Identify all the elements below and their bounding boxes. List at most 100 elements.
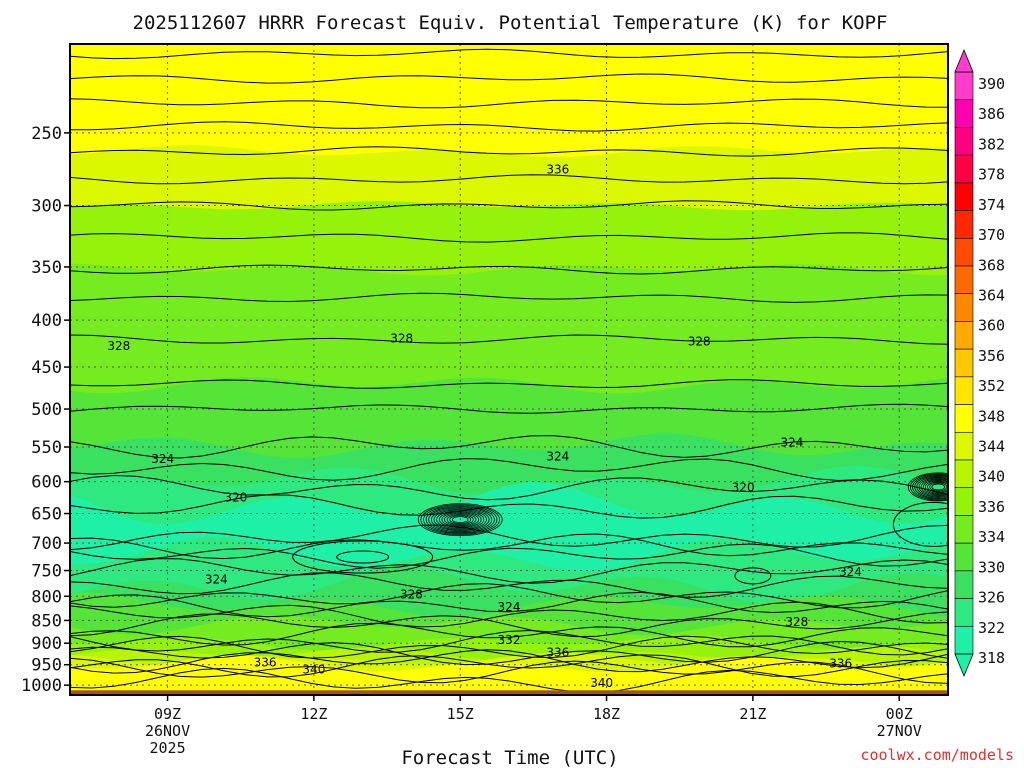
colorbar-bottom-arrow: [954, 653, 974, 678]
dense-contour-blob-00z-ring-6: [918, 477, 948, 497]
dense-contour-blob-00z-ring-3: [912, 474, 948, 500]
colorbar-label-364: 364: [978, 286, 1005, 304]
contour-label-336: 336: [546, 645, 569, 659]
contour-label-336: 336: [546, 162, 569, 176]
contour-line-21: [70, 558, 948, 584]
contour-label-324: 324: [498, 600, 521, 614]
contour-line-10: [70, 292, 948, 303]
colorbar-label-390: 390: [978, 75, 1005, 93]
contour-label-324: 324: [839, 565, 862, 579]
terrain-below-surface: [70, 690, 948, 695]
contour-line-16: [70, 474, 948, 501]
colorbar-label-322: 322: [978, 619, 1005, 637]
colorbar-swatch-6: [954, 210, 974, 239]
dense-contour-blob-15z-ring-11: [444, 513, 477, 527]
closed-contour-13z-inner: [336, 550, 390, 564]
colorbar-top-arrow: [954, 48, 974, 73]
contour-line-20: [70, 543, 948, 569]
contour-line-28: [70, 629, 948, 656]
contour-line-1: [70, 48, 948, 60]
colorbar-label-340: 340: [978, 468, 1005, 486]
y-tick-label-600: 600: [31, 473, 62, 493]
colorbar: 390 386 382 378 374 370 368 364 360 356 352 348 344 3…: [954, 48, 1005, 678]
dense-contour-blob-00z-ring-4: [914, 475, 948, 499]
filled-contour-bands: [70, 44, 948, 695]
x-tick-label-18Z: 18Z: [593, 705, 620, 723]
dense-contour-blob-15z-ring-2: [420, 504, 500, 536]
dense-contour-blob-00z-ring-10: [927, 481, 948, 493]
colorbar-swatch-3: [954, 127, 974, 156]
colorbar-label-356: 356: [978, 347, 1005, 365]
x-tick-label-21Z: 21Z: [739, 705, 766, 723]
y-tick-label-1000: 1000: [21, 676, 62, 696]
x-tick-label-27NOV: 27NOV: [877, 722, 922, 740]
closed-contour-13z: [292, 540, 434, 574]
colorbar-swatch-10: [954, 321, 974, 350]
contour-label-320: 320: [732, 481, 755, 495]
contour-line-12: [70, 379, 948, 389]
dense-contour-blob-00z-ring-1: [907, 472, 948, 502]
dense-contour-blob-15z-ring-7: [433, 509, 487, 531]
contour-line-5: [70, 146, 948, 157]
credit-text: coolwx.com/models: [860, 746, 1014, 764]
colorbar-label-378: 378: [978, 166, 1005, 184]
contour-line-4: [70, 121, 948, 132]
colorbar-swatch-17: [954, 515, 974, 544]
y-tick-label-350: 350: [31, 258, 62, 278]
dense-contour-blob-15z-ring-1: [417, 503, 503, 537]
dense-contour-blob-15z-ring-12: [446, 514, 474, 526]
contour-line-2: [70, 73, 948, 84]
y-tick-label-550: 550: [31, 438, 62, 458]
y-tick-label-650: 650: [31, 505, 62, 525]
contour-line-33: [70, 657, 948, 684]
colorbar-label-330: 330: [978, 558, 1005, 576]
plot-frame: [69, 43, 949, 696]
chart-title: 2025112607 HRRR Forecast Equiv. Potentia…: [133, 12, 888, 34]
colorbar-swatch-9: [954, 293, 974, 322]
contour-label-340: 340: [302, 663, 325, 677]
colorbar-label-352: 352: [978, 377, 1005, 395]
dense-contour-blob-15z-ring-9: [438, 511, 482, 529]
colorbar-label-382: 382: [978, 135, 1005, 153]
x-tick-label-09Z: 09Z: [154, 705, 181, 723]
contour-line-19: [70, 533, 948, 560]
colorbar-swatch-7: [954, 237, 974, 267]
closed-contour-00z: [892, 501, 948, 547]
contour-label-324: 324: [205, 572, 228, 586]
contour-line-17: [70, 494, 948, 519]
contour-line-9: [70, 264, 948, 275]
contour-label-328: 328: [390, 332, 413, 346]
dense-contour-blob-00z-ring-7: [920, 478, 948, 496]
contour-label-336: 336: [254, 656, 277, 670]
contour-label-320: 320: [224, 490, 247, 504]
colorbar-swatch-12: [954, 376, 974, 405]
dense-contour-blob-15z-ring-6: [430, 508, 490, 532]
contour-label-328: 328: [107, 339, 130, 353]
colorbar-swatch-18: [954, 542, 974, 572]
colorbar-label-368: 368: [978, 256, 1005, 274]
contour-line-14: [70, 435, 948, 459]
contour-labels: 336 328 328 328 324 324 324 320 320 324 324 328 328 3…: [107, 162, 862, 690]
dense-contour-blob-15z-ring-4: [425, 506, 495, 534]
contour-label-328: 328: [400, 587, 423, 601]
x-tick-label-15Z: 15Z: [447, 705, 474, 723]
contour-line-7: [70, 200, 948, 211]
colorbar-label-318: 318: [978, 649, 1005, 667]
colorbar-swatch-20: [954, 598, 974, 627]
colorbar-label-370: 370: [978, 226, 1005, 244]
y-tick-label-800: 800: [31, 587, 62, 607]
y-tick-label-250: 250: [31, 124, 62, 144]
contour-label-332: 332: [498, 633, 521, 647]
colorbar-label-360: 360: [978, 317, 1005, 335]
contour-line-31: [70, 649, 948, 674]
colorbar-swatch-16: [954, 487, 974, 516]
dense-contour-blob-00z-ring-9: [924, 480, 948, 494]
contour-line-6: [70, 174, 948, 185]
y-tick-label-300: 300: [31, 197, 62, 217]
contour-line-3: [70, 98, 948, 109]
dense-contour-blob-00z-ring-12: [931, 483, 946, 491]
contour-line-8: [70, 232, 948, 243]
y-tick-label-450: 450: [31, 358, 62, 378]
colorbar-swatch-1: [954, 71, 974, 101]
